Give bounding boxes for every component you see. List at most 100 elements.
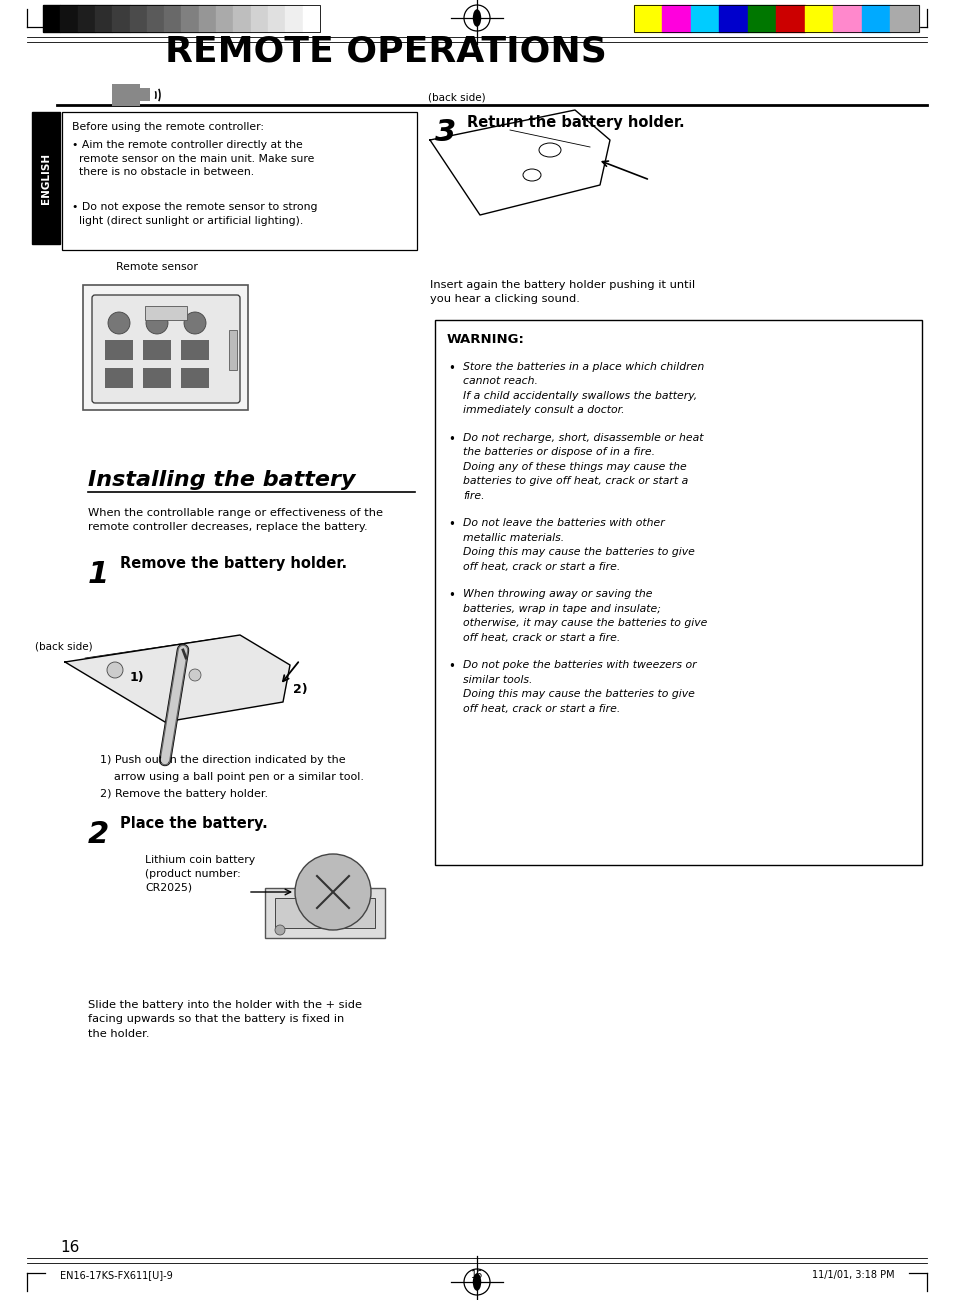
Bar [181,368,209,387]
Bar [216,5,233,32]
Text: Before using the remote controller:: Before using the remote controller: [71,122,264,133]
Circle shape [274,926,285,935]
Text: similar tools.: similar tools. [462,675,532,685]
Bar [95,5,112,32]
Bar [43,5,319,32]
Bar [889,5,918,32]
Text: 1) Push out in the direction indicated by the: 1) Push out in the direction indicated b… [100,755,345,764]
Text: •: • [448,660,455,673]
Text: cannot reach.: cannot reach. [462,377,537,386]
Bar [147,5,164,32]
Text: Do not poke the batteries with tweezers or: Do not poke the batteries with tweezers … [462,660,696,671]
Text: the batteries or dispose of in a fire.: the batteries or dispose of in a fire. [462,447,655,458]
Bar [60,5,77,32]
Text: 2) Remove the battery holder.: 2) Remove the battery holder. [100,789,268,800]
Text: 2: 2 [88,820,110,849]
Circle shape [107,662,123,679]
Text: 16: 16 [471,1270,482,1280]
Text: (back side): (back side) [428,94,485,103]
Bar [229,330,236,370]
Text: When throwing away or saving the: When throwing away or saving the [462,589,652,599]
Bar [690,5,719,32]
Bar [747,5,776,32]
Text: •: • [448,433,455,446]
Text: metallic materials.: metallic materials. [462,533,563,543]
Text: immediately consult a doctor.: immediately consult a doctor. [462,406,624,416]
Bar [105,341,132,360]
Bar [140,88,150,101]
Text: Doing this may cause the batteries to give: Doing this may cause the batteries to gi… [462,547,694,558]
Text: Doing any of these things may cause the: Doing any of these things may cause the [462,462,686,472]
Text: fire.: fire. [462,491,484,500]
Bar [77,5,95,32]
Text: EN16-17KS-FX611[U]-9: EN16-17KS-FX611[U]-9 [60,1270,172,1280]
Bar [265,888,385,939]
Bar [862,5,889,32]
Text: 11/1/01, 3:18 PM: 11/1/01, 3:18 PM [812,1270,894,1280]
Text: 16: 16 [60,1240,79,1254]
Bar [634,5,918,32]
Text: Slide the battery into the holder with the + side
facing upwards so that the bat: Slide the battery into the holder with t… [88,1000,361,1039]
Text: •: • [448,589,455,602]
Text: Return the battery holder.: Return the battery holder. [467,114,684,130]
Text: off heat, crack or start a fire.: off heat, crack or start a fire. [462,562,619,572]
Text: Remove the battery holder.: Remove the battery holder. [120,556,347,571]
Bar [62,112,416,250]
Bar [251,5,268,32]
Bar [198,5,216,32]
Bar [833,5,862,32]
Bar [181,5,198,32]
Ellipse shape [473,9,480,27]
Text: Do not recharge, short, disassemble or heat: Do not recharge, short, disassemble or h… [462,433,702,443]
Text: 1): 1) [130,672,145,685]
Text: Place the battery.: Place the battery. [120,816,268,831]
Text: 2): 2) [293,684,307,697]
Text: 3: 3 [435,118,456,147]
Text: Remote sensor: Remote sensor [116,263,197,272]
Bar [302,5,319,32]
Circle shape [294,854,371,930]
Circle shape [184,312,206,334]
Bar [164,5,181,32]
Bar [43,5,60,32]
Text: arrow using a ball point pen or a similar tool.: arrow using a ball point pen or a simila… [100,772,364,783]
Bar [112,84,140,107]
Text: REMOTE OPERATIONS: REMOTE OPERATIONS [165,34,606,68]
Text: batteries to give off heat, crack or start a: batteries to give off heat, crack or sta… [462,477,687,486]
Text: •: • [448,361,455,374]
Bar [143,341,171,360]
Text: ENGLISH: ENGLISH [41,152,51,204]
Bar [719,5,747,32]
Text: Insert again the battery holder pushing it until
you hear a clicking sound.: Insert again the battery holder pushing … [430,280,695,304]
Text: • Aim the remote controller directly at the
  remote sensor on the main unit. Ma: • Aim the remote controller directly at … [71,140,314,177]
Text: •: • [448,519,455,532]
Bar [130,5,147,32]
Text: WARNING:: WARNING: [447,333,524,346]
Bar [105,368,132,387]
Text: • Do not expose the remote sensor to strong
  light (direct sunlight or artifici: • Do not expose the remote sensor to str… [71,202,317,226]
Bar [145,306,187,320]
Bar [285,5,302,32]
Polygon shape [65,634,290,722]
Bar [804,5,833,32]
Bar [268,5,285,32]
Text: Doing this may cause the batteries to give: Doing this may cause the batteries to gi… [462,689,694,699]
Text: Store the batteries in a place which children: Store the batteries in a place which chi… [462,361,703,372]
Bar [32,112,60,244]
FancyBboxPatch shape [91,295,240,403]
Text: When the controllable range or effectiveness of the
remote controller decreases,: When the controllable range or effective… [88,508,382,532]
Bar [661,5,690,32]
Bar [435,320,921,864]
Circle shape [108,312,130,334]
Text: (back side): (back side) [35,642,92,653]
Text: 1: 1 [88,560,110,589]
Text: Installing the battery: Installing the battery [88,471,355,490]
Text: Do not leave the batteries with other: Do not leave the batteries with other [462,519,664,529]
Ellipse shape [473,1273,480,1291]
Bar [83,285,248,410]
Circle shape [189,670,201,681]
Text: If a child accidentally swallows the battery,: If a child accidentally swallows the bat… [462,391,697,400]
Text: off heat, crack or start a fire.: off heat, crack or start a fire. [462,633,619,644]
Bar [233,5,251,32]
Bar [634,5,661,32]
